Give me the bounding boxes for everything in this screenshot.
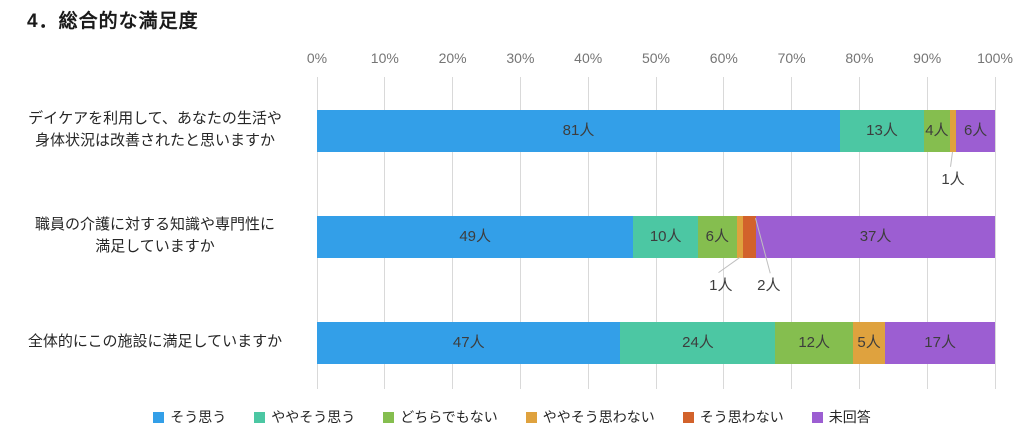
axis-tick-label: 0% [306,50,328,66]
legend-swatch-icon [525,411,537,423]
category-label-line: 身体状況は改善されたと思いますか [34,132,275,149]
leader-line [718,257,740,273]
category-label: 全体的にこの施設に満足していますか [2,331,308,353]
bar-segment [756,216,995,258]
category-label-line: デイケアを利用して、あなたの生活や [28,110,282,127]
segment-value-label: 24人 [682,334,714,351]
legend-label: どちらでもない [400,409,498,425]
grid-line [994,77,996,389]
axis-tick-label: 40% [574,50,603,66]
legend: そう思う ややそう思う どちらでもない ややそう思わない そう思わない 未回答 [0,402,1024,432]
legend-label: 未回答 [828,409,871,425]
category-label-line: 職員の介護に対する知識や専門性に [34,216,275,233]
bar-segment [317,322,621,364]
bar-segment [620,322,776,364]
segment-value-label: 10人 [649,228,682,245]
axis-tick-label: 30% [506,50,535,66]
bar-segment [697,216,737,258]
axis-tick-label: 10% [370,50,399,66]
legend-item: どちらでもない [383,407,498,427]
bar-segment [840,110,924,152]
bar-segment [736,216,744,258]
legend-label: ややそう思わない [542,409,655,425]
bar-segment [317,110,841,152]
segment-value-label: 37人 [859,228,892,245]
legend-swatch-icon [811,411,823,423]
legend-swatch-icon [153,411,165,423]
legend-swatch-icon [383,411,395,423]
bar-segment [743,216,757,258]
axis-tick-label: 90% [913,50,942,66]
annotation-label: 1人 [709,277,733,294]
legend-label: そう思わない [699,409,784,425]
legend-item: ややそう思う [254,407,355,427]
annotation-label: 1人 [941,171,965,188]
segment-value-label: 17人 [924,334,956,351]
legend-item: ややそう思わない [525,407,655,427]
bar-segment [956,110,995,152]
annotation-label: 2人 [757,277,781,294]
category-label: デイケアを利用して、あなたの生活や 身体状況は改善されたと思いますか [2,108,308,152]
category-label: 職員の介護に対する知識や専門性に 満足しています​か [2,214,308,258]
segment-value-label: 6人 [705,228,729,245]
axis-tick-label: 100% [977,50,1013,66]
axis-tick-label: 80% [845,50,874,66]
bar-segment [923,110,950,152]
legend-item: 未回答 [811,407,871,427]
bar-segment [317,216,634,258]
category-label-line: 全体的にこの施設に満足していますか [27,333,283,350]
legend-item: そう思わない [682,407,784,427]
segment-value-label: 81人 [562,122,595,139]
category-label-line: 満足しています​か [95,238,215,255]
segment-value-label: 5人 [857,334,881,351]
bar-segment [633,216,698,258]
legend-label: ややそう思う [271,409,356,425]
bar-segment [885,322,995,364]
chart-title: 4．総合的な満足度 [27,11,199,32]
segment-value-label: 47人 [452,334,485,351]
bar-segment [949,110,957,152]
segment-value-label: 13人 [866,122,898,139]
segment-value-label: 49人 [459,228,492,245]
legend-swatch-icon [682,411,694,423]
axis-tick-label: 60% [709,50,738,66]
axis-tick-label: 70% [777,50,806,66]
axis-tick-label: 50% [641,50,671,66]
bar-segment [775,322,853,364]
legend-swatch-icon [254,411,266,423]
legend-item: そう思う [153,407,226,427]
leader-line [950,151,954,167]
segment-value-label: 12人 [798,334,831,351]
legend-label: そう思う [170,409,227,425]
axis-tick-label: 20% [438,50,467,66]
bar-segment [852,322,886,364]
segment-value-label: 4人 [925,122,949,139]
segment-value-label: 6人 [963,122,988,139]
